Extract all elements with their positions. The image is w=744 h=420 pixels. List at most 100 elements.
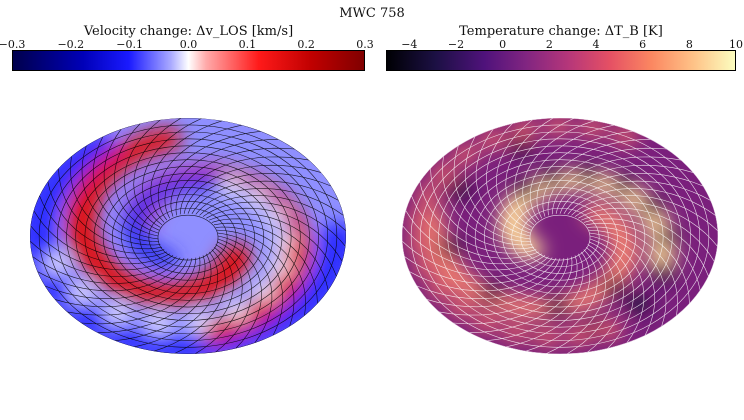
grid-spoke xyxy=(426,258,565,308)
grid-ring xyxy=(419,131,701,341)
map-feature xyxy=(654,228,679,247)
grid-spoke xyxy=(58,168,163,250)
map-feature xyxy=(69,284,94,303)
map-feature xyxy=(188,171,215,191)
grid-spoke xyxy=(536,131,633,219)
grid-spoke xyxy=(70,156,161,246)
grid-spoke xyxy=(547,147,667,216)
temperature-colorbar xyxy=(386,50,736,71)
grid-spoke xyxy=(486,123,531,234)
colorbar-tick-label: −2 xyxy=(447,38,465,51)
colorbar-tick-label: 0 xyxy=(499,38,507,51)
grid-spoke xyxy=(47,181,165,254)
grid-spoke xyxy=(97,255,206,333)
grid-spoke xyxy=(209,213,337,277)
map-feature xyxy=(426,279,455,301)
velocity-colorbar xyxy=(12,50,365,71)
grid-spoke xyxy=(555,164,694,214)
grid-spoke xyxy=(567,188,716,216)
grid-spoke xyxy=(124,119,161,231)
colorbar-tick-label: 0.1 xyxy=(238,38,257,51)
grid-spoke xyxy=(566,244,615,354)
grid-spoke xyxy=(215,226,306,316)
grid-spoke xyxy=(217,232,284,336)
map-feature xyxy=(429,162,458,184)
colorbar-tick-label: 2 xyxy=(545,38,553,51)
map-feature xyxy=(510,119,539,141)
map-feature xyxy=(501,322,530,344)
temperature-colorbar-label: Temperature change: ΔT_B [K] xyxy=(459,24,663,39)
grid-spoke xyxy=(133,118,182,228)
map-feature xyxy=(44,254,69,273)
grid-spoke xyxy=(419,181,537,254)
map-feature xyxy=(224,301,249,320)
grid-spoke xyxy=(195,188,344,216)
grid-spoke xyxy=(505,118,554,228)
grid-spoke xyxy=(142,118,202,226)
grid-spoke xyxy=(453,256,573,325)
grid-spoke xyxy=(37,258,185,292)
grid-ring xyxy=(465,166,655,308)
colorbar-tick-label: 0.2 xyxy=(297,38,315,51)
grid-spoke xyxy=(92,136,159,240)
grid-spoke xyxy=(589,235,645,344)
grid-ring xyxy=(38,124,338,348)
grid-spoke xyxy=(211,218,329,291)
grid-spoke xyxy=(206,207,343,262)
grid-spoke xyxy=(505,251,591,348)
colorbar-tick-label: −0.3 xyxy=(0,38,26,51)
colorbar-tick-label: 4 xyxy=(592,38,600,51)
grid-spoke xyxy=(475,128,531,237)
velocity-colorbar-label: Velocity change: Δv_LOS [km/s] xyxy=(83,24,294,39)
map-feature xyxy=(149,127,182,152)
colorbar-tick-label: 6 xyxy=(639,38,647,51)
grid-spoke xyxy=(469,255,578,333)
grid-spoke xyxy=(487,253,584,341)
grid-spoke xyxy=(588,229,667,327)
grid-spoke xyxy=(402,225,546,271)
grid-spoke xyxy=(551,156,682,215)
map-feature xyxy=(594,318,623,340)
map-feature xyxy=(167,173,194,193)
grid-spoke xyxy=(217,238,262,349)
colorbar-tick-label: 8 xyxy=(685,38,693,51)
grid-spoke xyxy=(114,123,159,234)
grid-spoke xyxy=(191,180,339,214)
grid-spoke xyxy=(32,256,181,284)
grid-spoke xyxy=(33,210,170,265)
grid-spoke xyxy=(216,229,295,327)
grid-spoke xyxy=(563,180,711,214)
grid-spoke xyxy=(164,131,261,219)
grid-spoke xyxy=(589,232,656,336)
grid-spoke xyxy=(39,195,167,259)
grid-spoke xyxy=(44,258,189,299)
map-feature xyxy=(478,128,507,150)
grid-spoke xyxy=(574,201,718,247)
map-feature xyxy=(251,281,276,300)
grid-spoke xyxy=(66,257,197,316)
map-feature xyxy=(451,143,480,165)
grid-ring xyxy=(429,138,691,335)
grid-ring xyxy=(93,166,283,308)
map-feature xyxy=(532,326,561,348)
grid-spoke xyxy=(430,168,535,250)
colorbar-tick-label: 0.0 xyxy=(179,38,198,51)
grid-ring xyxy=(493,187,627,288)
grid-spoke xyxy=(153,249,226,352)
grid-spoke xyxy=(174,246,234,354)
grid-ring xyxy=(447,152,673,321)
map-feature xyxy=(219,177,244,196)
map-feature xyxy=(405,233,434,255)
grid-spoke xyxy=(583,218,701,291)
grid-ring xyxy=(102,173,274,301)
colorbar-tick-label: −0.2 xyxy=(57,38,85,51)
grid-spoke xyxy=(411,195,539,259)
grid-spoke xyxy=(514,118,574,226)
colorbar-tick-label: −0.1 xyxy=(116,38,144,51)
map-feature xyxy=(438,238,463,257)
map-feature xyxy=(446,297,475,319)
grid-ring xyxy=(121,187,255,288)
grid-spoke xyxy=(442,156,533,246)
figure-title: MWC 758 xyxy=(339,6,405,21)
grid-spoke xyxy=(202,201,346,247)
